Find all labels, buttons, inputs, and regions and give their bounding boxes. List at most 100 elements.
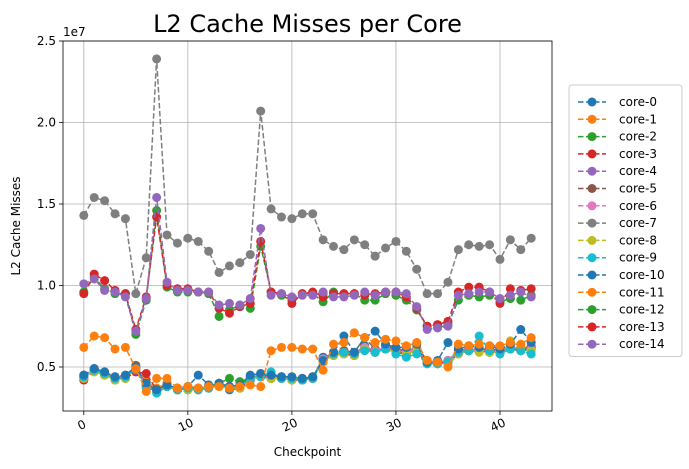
data-point	[110, 287, 120, 297]
series-core-14	[79, 192, 536, 336]
data-point	[276, 289, 286, 299]
data-point	[464, 240, 474, 250]
y-axis-scale-label: 1e7	[63, 25, 86, 39]
data-point	[370, 338, 380, 348]
series-core-13	[79, 212, 536, 335]
legend-label: core-0	[619, 95, 657, 109]
data-point	[349, 347, 359, 357]
data-point	[422, 289, 432, 299]
data-point	[464, 282, 474, 292]
legend-swatch-marker	[587, 322, 597, 332]
data-point	[453, 245, 463, 255]
data-point	[172, 238, 182, 248]
legend-swatch-marker	[587, 305, 597, 315]
data-point	[339, 331, 349, 341]
data-point	[422, 355, 432, 365]
data-point	[224, 373, 234, 383]
data-point	[162, 380, 172, 390]
data-point	[516, 295, 526, 305]
y-tick-label: 1.5	[37, 197, 56, 211]
data-point	[339, 245, 349, 255]
data-point	[360, 333, 370, 343]
data-point	[287, 214, 297, 224]
chart-title: L2 Cache Misses per Core	[153, 10, 462, 38]
data-point	[245, 380, 255, 390]
data-point	[224, 298, 234, 308]
series-core-7	[79, 54, 536, 299]
data-point	[308, 290, 318, 300]
data-point	[391, 336, 401, 346]
data-point	[495, 294, 505, 304]
data-point	[131, 364, 141, 374]
data-point	[516, 287, 526, 297]
legend-item-core-10: core-10	[578, 268, 665, 282]
data-point	[443, 321, 453, 331]
data-point	[266, 346, 276, 356]
data-point	[245, 370, 255, 380]
data-point	[495, 254, 505, 264]
data-point	[110, 209, 120, 219]
series-line	[83, 328, 532, 391]
legend-swatch-marker	[587, 235, 597, 245]
data-point	[329, 292, 339, 302]
data-point	[391, 342, 401, 352]
data-point	[131, 289, 141, 299]
data-point	[453, 290, 463, 300]
data-point	[464, 341, 474, 351]
data-point	[401, 289, 411, 299]
data-point	[79, 370, 89, 380]
data-point	[204, 382, 214, 392]
x-tick-label: 40	[488, 415, 508, 434]
data-point	[422, 325, 432, 335]
legend-swatch-marker	[587, 253, 597, 263]
data-point	[474, 241, 484, 251]
data-point	[162, 373, 172, 383]
data-point	[172, 285, 182, 295]
data-point	[193, 287, 203, 297]
data-point	[100, 276, 110, 286]
data-point	[276, 372, 286, 382]
data-point	[172, 383, 182, 393]
data-point	[152, 385, 162, 395]
data-point	[318, 365, 328, 375]
legend-swatch-marker	[587, 149, 597, 159]
data-point	[204, 287, 214, 297]
data-point	[256, 223, 266, 233]
data-point	[401, 341, 411, 351]
x-tick-label: 0	[75, 417, 88, 433]
series-line	[83, 331, 532, 393]
legend: core-0 core-1 core-2 core-3 core-4 core-5 core…	[568, 84, 683, 357]
data-point	[162, 230, 172, 240]
data-point	[256, 106, 266, 116]
data-point	[370, 347, 380, 357]
data-point	[516, 339, 526, 349]
data-point	[339, 347, 349, 357]
data-point	[256, 369, 266, 379]
legend-label: core-7	[619, 216, 657, 230]
y-axis-ticks: 0.5 1.0 1.5 2.0 2.5	[37, 34, 63, 374]
legend-swatch-marker	[587, 287, 597, 297]
legend-swatch-marker	[587, 339, 597, 349]
x-tick-label: 10	[176, 415, 196, 434]
legend-label: core-10	[619, 268, 665, 282]
data-point	[193, 383, 203, 393]
data-point	[339, 338, 349, 348]
data-point	[297, 373, 307, 383]
data-point	[526, 349, 536, 359]
legend-item-core-8: core-8	[578, 233, 657, 247]
data-point	[141, 378, 151, 388]
data-point	[329, 241, 339, 251]
data-point	[401, 246, 411, 256]
data-point	[360, 346, 370, 356]
data-point	[433, 289, 443, 299]
data-point	[349, 235, 359, 245]
data-point	[79, 279, 89, 289]
data-point	[224, 383, 234, 393]
series-line	[83, 216, 532, 333]
legend-swatch-marker	[587, 201, 597, 211]
legend-item-core-5: core-5	[578, 182, 657, 196]
data-point	[308, 344, 318, 354]
legend-label: core-11	[619, 285, 665, 299]
legend-item-core-9: core-9	[578, 251, 657, 265]
